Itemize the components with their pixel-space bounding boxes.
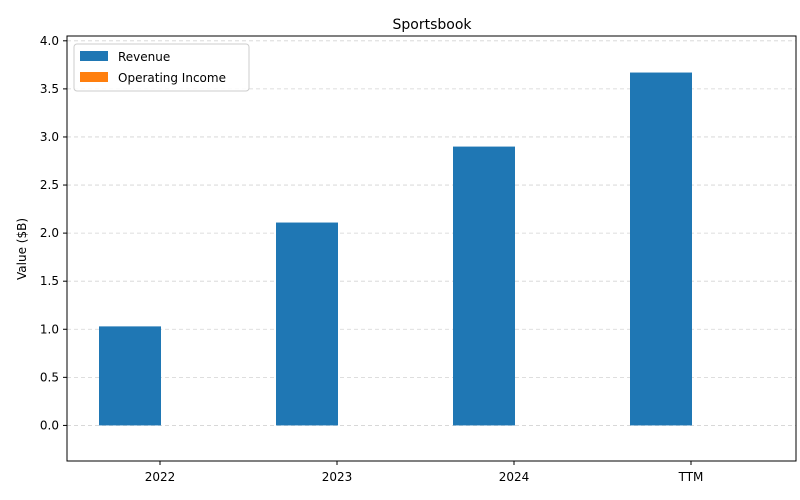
x-tick-label: TTM xyxy=(678,470,704,484)
x-ticks: 2022 2023 2024 TTM xyxy=(145,461,704,484)
bar-revenue xyxy=(276,222,338,426)
chart-title: Sportsbook xyxy=(392,17,472,33)
legend-label: Revenue xyxy=(118,50,170,64)
x-tick-label: 2024 xyxy=(499,470,530,484)
y-ticks: 0.0 0.5 1.0 1.5 2.0 2.5 3.0 3.5 4.0 xyxy=(40,34,67,432)
y-tick-label: 3.5 xyxy=(40,82,59,96)
grid xyxy=(67,40,796,426)
y-tick-label: 3.0 xyxy=(40,130,59,144)
bar-revenue xyxy=(453,146,515,426)
plot-frame xyxy=(66,35,797,462)
bars xyxy=(99,72,692,426)
legend-swatch xyxy=(80,72,108,82)
y-tick-label: 2.5 xyxy=(40,178,59,192)
y-tick-label: 4.0 xyxy=(40,34,59,48)
x-tick-label: 2023 xyxy=(322,470,353,484)
x-tick-label: 2022 xyxy=(145,470,176,484)
legend-label: Operating Income xyxy=(118,71,226,85)
y-tick-label: 1.0 xyxy=(40,322,59,336)
y-tick-label: 0.0 xyxy=(40,418,59,432)
y-tick-label: 0.5 xyxy=(40,370,59,384)
bar-revenue xyxy=(99,326,161,426)
legend-box xyxy=(73,43,250,92)
legend-swatch xyxy=(80,51,108,61)
y-tick-label: 1.5 xyxy=(40,274,59,288)
y-axis-label: Value ($B) xyxy=(15,218,29,280)
legend: Revenue Operating Income xyxy=(73,43,250,92)
bar-revenue xyxy=(630,72,692,426)
y-tick-label: 2.0 xyxy=(40,226,59,240)
